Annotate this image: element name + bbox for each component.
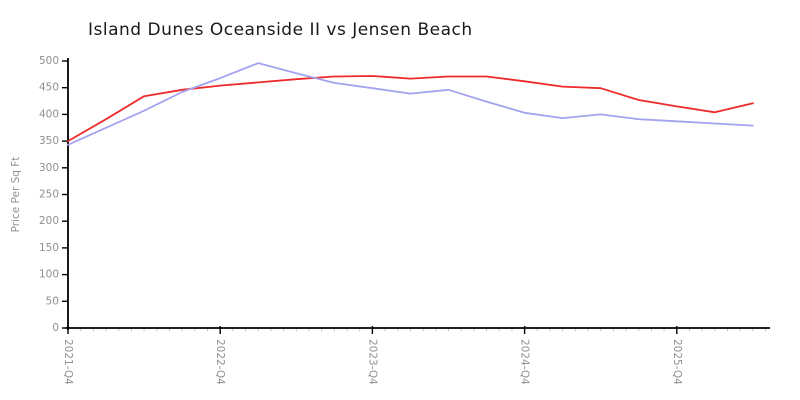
x-tick-label: 2024-Q4 [519, 339, 531, 385]
x-tick-label: 2025-Q4 [671, 339, 683, 385]
y-tick-label: 100 [39, 269, 59, 281]
x-tick-label: 2022-Q4 [214, 339, 226, 385]
y-axis-title: Price Per Sq Ft [10, 157, 22, 233]
y-tick-label: 150 [39, 242, 59, 254]
x-tick-label: 2021-Q4 [62, 339, 74, 385]
x-tick-label: 2023-Q4 [366, 339, 378, 385]
y-tick-label: 500 [39, 55, 59, 67]
chart-title: Island Dunes Oceanside II vs Jensen Beac… [88, 20, 473, 40]
y-tick-label: 300 [39, 162, 59, 174]
y-tick-label: 400 [39, 108, 59, 120]
y-tick-label: 50 [46, 295, 59, 307]
y-tick-label: 450 [39, 82, 59, 94]
y-tick-label: 0 [52, 322, 59, 334]
y-tick-label: 350 [39, 135, 59, 147]
y-tick-label: 250 [39, 189, 59, 201]
series-line-island-dunes-oceanside-ii [67, 75, 754, 143]
series-line-jensen-beach [67, 62, 754, 146]
y-tick-label: 200 [39, 215, 59, 227]
